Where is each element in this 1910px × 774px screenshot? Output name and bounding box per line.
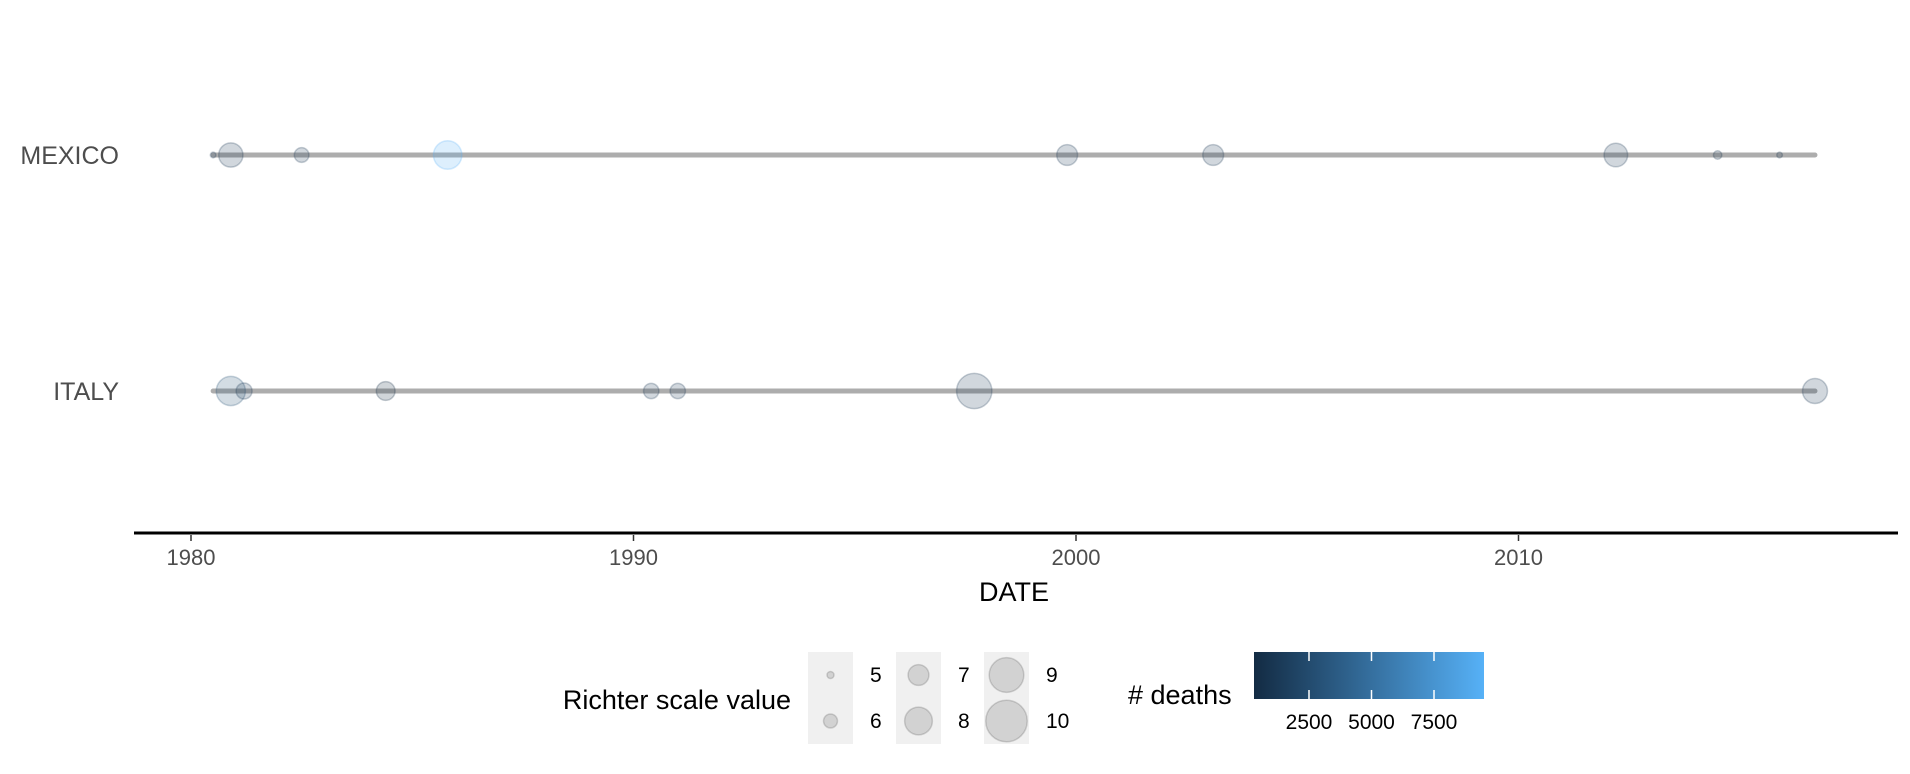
timeline-lines	[210, 152, 1818, 394]
x-tick-label: 2010	[1494, 545, 1543, 570]
size-legend-circle	[907, 663, 930, 687]
size-legend-key-bg	[984, 698, 1029, 744]
size-legend-title: Richter scale value	[563, 685, 791, 715]
earthquake-point	[432, 140, 463, 170]
size-legend-label: 6	[870, 710, 882, 733]
size-legend-label: 9	[1046, 664, 1058, 687]
y-label-italy: ITALY	[53, 378, 119, 406]
earthquake-point	[215, 375, 247, 407]
size-legend-key-bg	[984, 652, 1029, 698]
y-label-mexico: MEXICO	[20, 142, 119, 170]
color-legend-label: 5000	[1348, 711, 1395, 734]
x-axis-title: DATE	[979, 577, 1049, 607]
color-bar	[1254, 652, 1484, 699]
x-tick-label: 1990	[609, 545, 658, 570]
color-legend-label: 2500	[1286, 711, 1333, 734]
earthquake-point	[1055, 143, 1079, 167]
earthquake-point	[1801, 377, 1829, 405]
earthquake-point	[293, 146, 310, 164]
color-legend: # deaths 2500 5000 7500	[1128, 652, 1484, 734]
color-legend-label: 7500	[1411, 711, 1458, 734]
size-legend: Richter scale value 5 6 7 8 9 10	[563, 652, 1069, 744]
earthquake-point	[955, 372, 993, 410]
earthquake-point	[1603, 142, 1629, 168]
size-legend-key-bg	[808, 698, 853, 744]
size-legend-label: 10	[1046, 710, 1069, 733]
size-legend-label: 7	[958, 664, 970, 687]
x-tick-label: 1980	[167, 545, 216, 570]
size-legend-label: 8	[958, 710, 970, 733]
earthquake-points	[209, 140, 1829, 410]
size-legend-circle	[826, 670, 835, 680]
earthquake-point	[1202, 143, 1225, 167]
earthquake-point	[1712, 150, 1723, 160]
size-legend-circle	[903, 706, 934, 736]
earthquake-point	[1775, 151, 1784, 159]
size-legend-key-bg	[896, 698, 941, 744]
size-legend-label: 5	[870, 664, 882, 687]
earthquake-point	[642, 382, 660, 400]
earthquake-point	[235, 382, 253, 400]
y-axis-labels: MEXICO ITALY	[20, 142, 119, 406]
earthquake-point	[217, 142, 244, 168]
color-legend-ticks: 2500 5000 7500	[1286, 652, 1458, 734]
size-legend-key-bg	[896, 652, 941, 698]
size-legend-key-bg	[808, 652, 853, 698]
x-axis-ticks: 1980 1990 2000 2010	[167, 535, 1543, 570]
earthquake-point	[669, 382, 687, 400]
size-legend-circle	[822, 713, 839, 729]
x-tick-label: 2000	[1052, 545, 1101, 570]
size-legend-circle	[988, 656, 1025, 694]
color-legend-title: # deaths	[1128, 680, 1232, 710]
size-legend-keys: 5 6 7 8 9 10	[808, 652, 1069, 744]
size-legend-circle	[984, 699, 1029, 743]
earthquake-point	[375, 380, 396, 402]
earthquake-point	[209, 151, 217, 159]
